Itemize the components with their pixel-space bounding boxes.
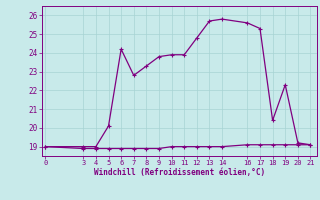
X-axis label: Windchill (Refroidissement éolien,°C): Windchill (Refroidissement éolien,°C): [94, 168, 265, 177]
